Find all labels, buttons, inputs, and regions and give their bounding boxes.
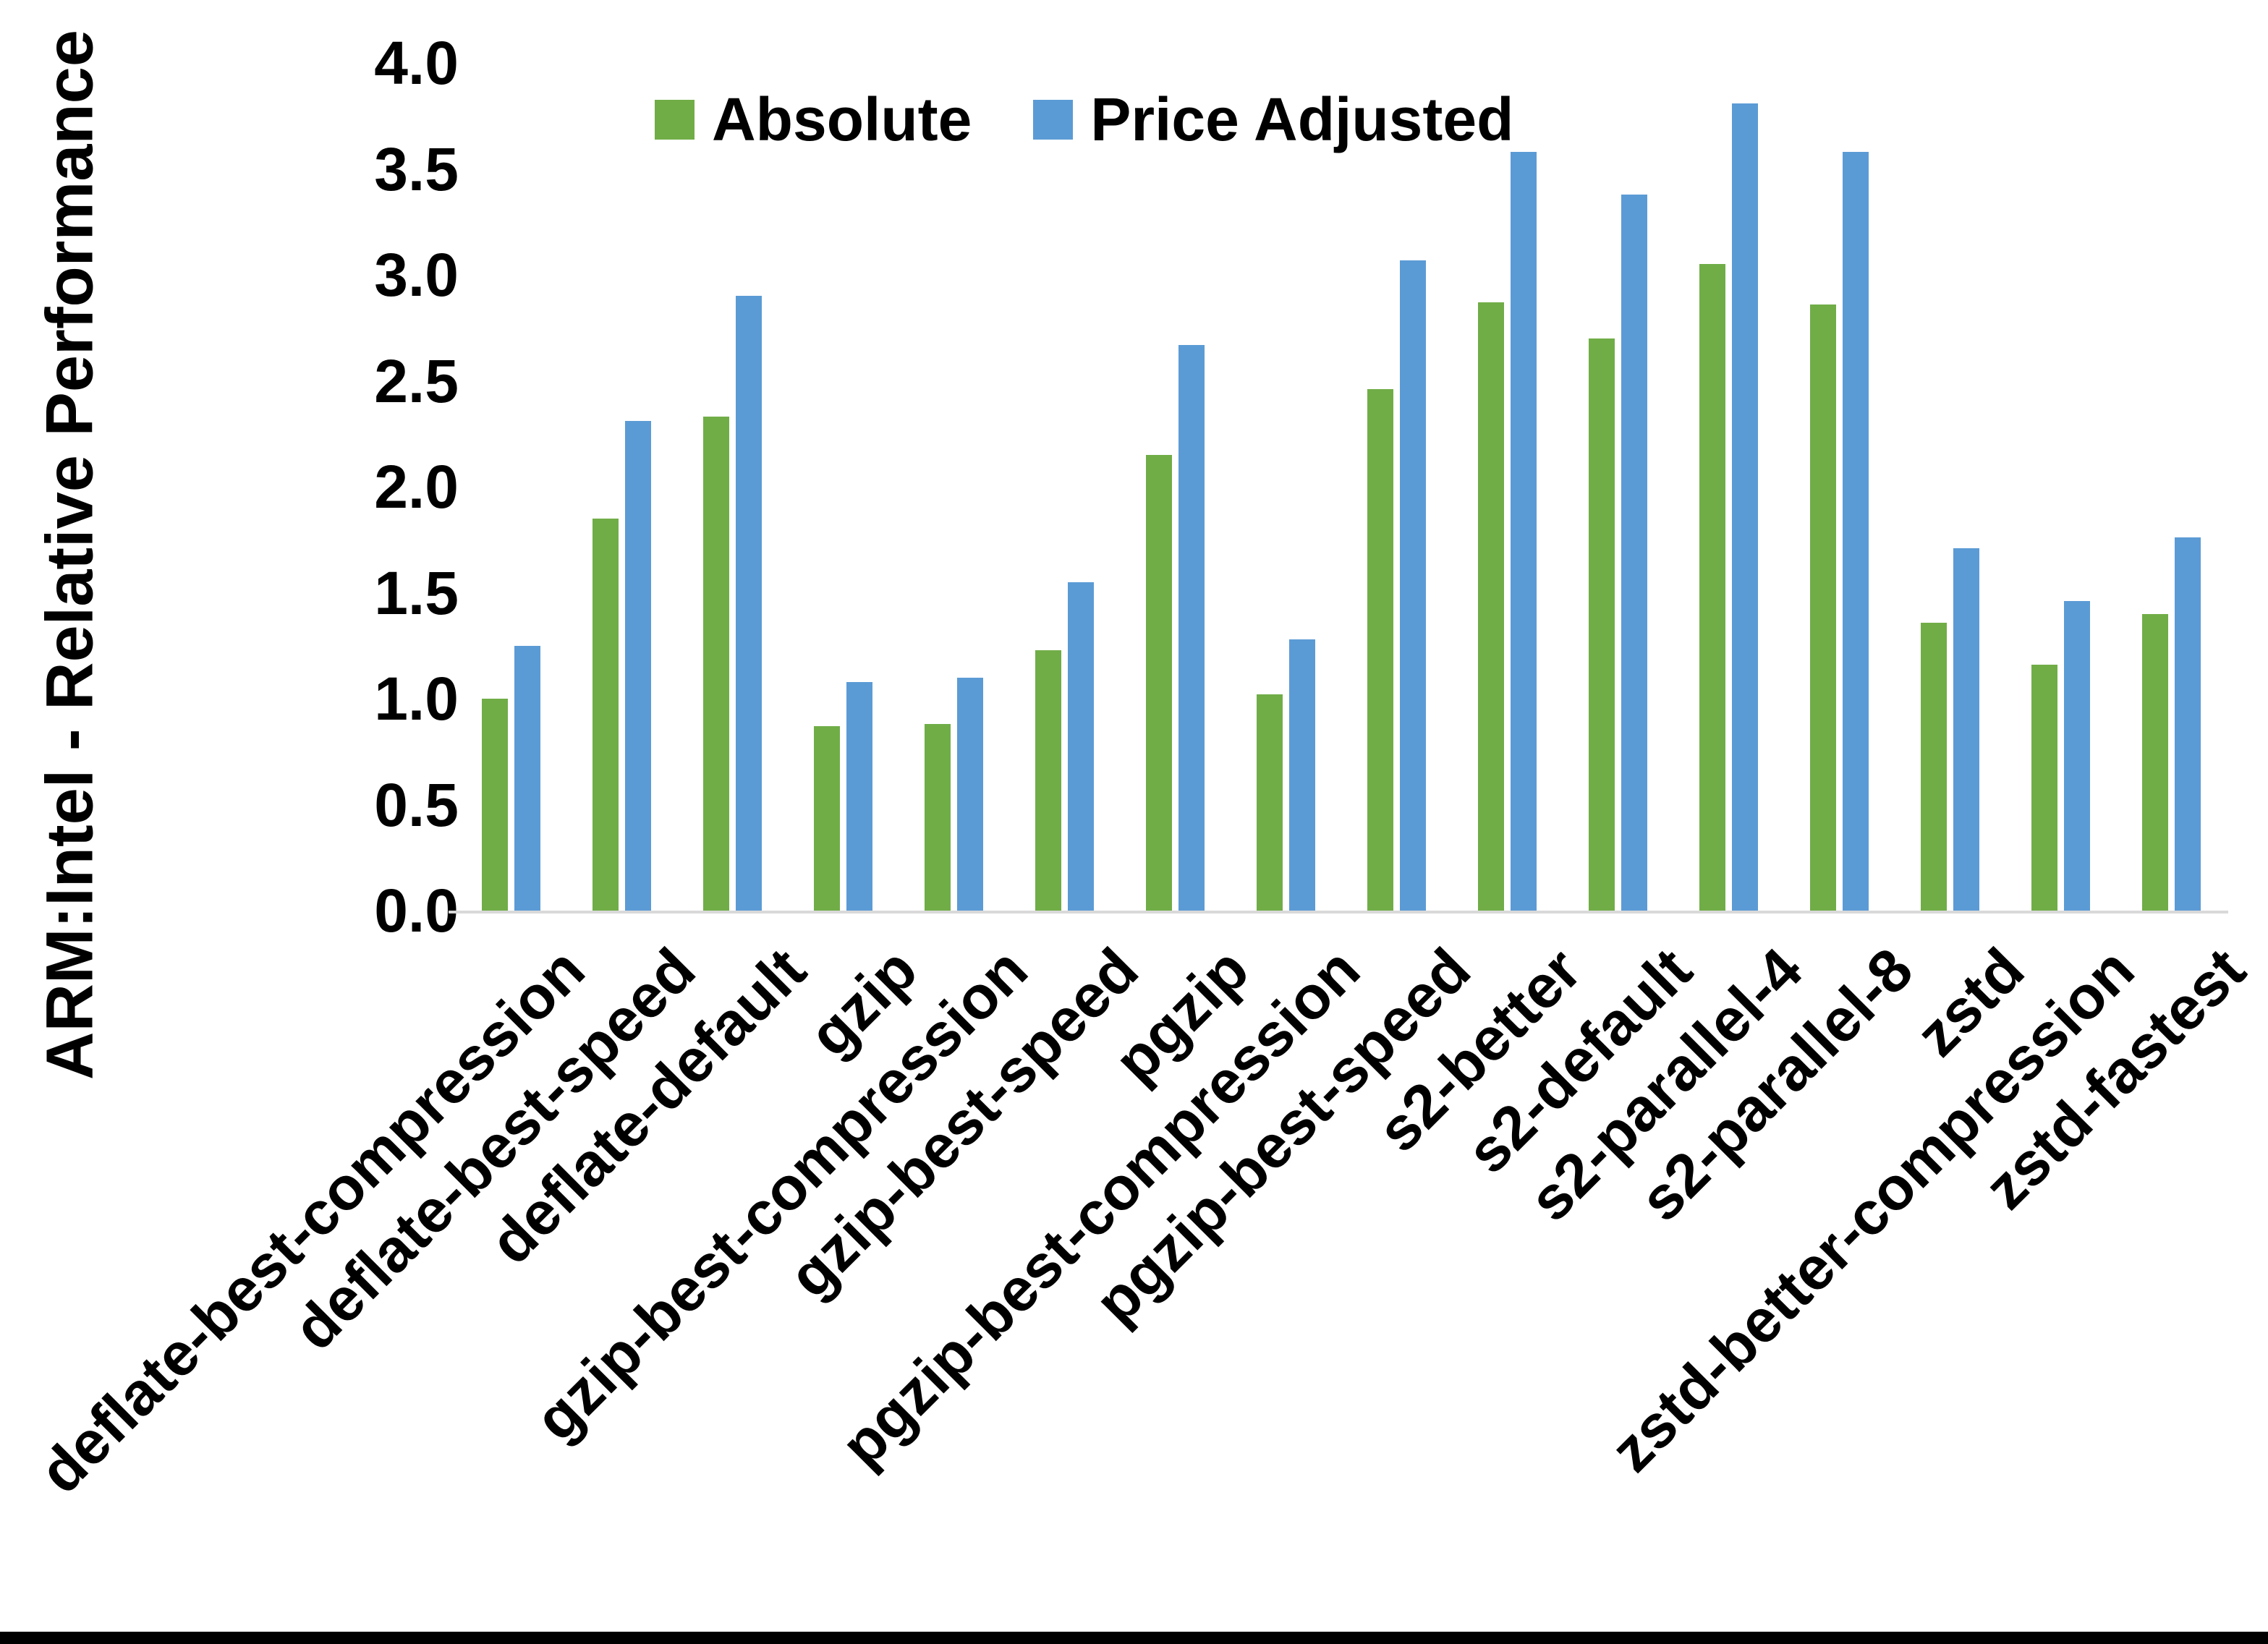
bar-price-adjusted-deflate-default bbox=[736, 296, 762, 911]
legend: Absolute Price Adjusted bbox=[655, 85, 1513, 155]
y-tick-label: 1.5 bbox=[374, 558, 459, 627]
legend-label: Price Adjusted bbox=[1090, 85, 1514, 153]
bar-price-adjusted-deflate-best-speed bbox=[625, 421, 651, 911]
legend-item-absolute: Absolute bbox=[655, 85, 972, 155]
bar-price-adjusted-gzip bbox=[846, 681, 872, 911]
legend-swatch-icon bbox=[655, 100, 695, 140]
bar-price-adjusted-pgzip-best-compression bbox=[1289, 639, 1315, 911]
bar-price-adjusted-gzip-best-speed bbox=[1068, 582, 1094, 911]
y-tick-label: 3.0 bbox=[374, 241, 459, 309]
bottom-border-bar bbox=[0, 1632, 2268, 1644]
bar-absolute-s2-default bbox=[1589, 338, 1615, 911]
bar-price-adjusted-zstd-fastest bbox=[2175, 537, 2201, 911]
y-axis-title: ARM:Intel - Relative Performance bbox=[33, 30, 107, 1080]
y-tick-label: 0.5 bbox=[374, 770, 459, 839]
bar-absolute-pgzip-best-speed bbox=[1367, 389, 1393, 911]
y-tick-label: 1.0 bbox=[374, 665, 459, 733]
bar-price-adjusted-s2-parallel-4 bbox=[1732, 103, 1758, 911]
x-axis-line bbox=[449, 911, 2228, 913]
bar-price-adjusted-gzip-best-compression bbox=[957, 677, 983, 911]
y-tick-label: 4.0 bbox=[374, 29, 459, 97]
bar-absolute-zstd-fastest bbox=[2142, 613, 2168, 911]
bar-absolute-s2-better bbox=[1478, 302, 1504, 911]
bar-price-adjusted-pgzip bbox=[1178, 344, 1205, 911]
y-tick-label: 0.0 bbox=[374, 877, 459, 945]
legend-label: Absolute bbox=[712, 85, 972, 153]
bar-absolute-s2-parallel-8 bbox=[1810, 304, 1836, 911]
bar-absolute-pgzip bbox=[1146, 455, 1172, 911]
bar-price-adjusted-s2-default bbox=[1621, 194, 1647, 911]
bar-absolute-zstd-better-compression bbox=[2031, 665, 2057, 911]
bar-absolute-zstd bbox=[1921, 622, 1947, 911]
bar-absolute-s2-parallel-4 bbox=[1699, 264, 1725, 911]
bar-absolute-deflate-default bbox=[703, 417, 729, 911]
bar-price-adjusted-zstd bbox=[1953, 548, 1979, 911]
y-tick-label: 3.5 bbox=[374, 135, 459, 203]
bar-price-adjusted-pgzip-best-speed bbox=[1400, 260, 1426, 911]
bar-absolute-gzip-best-compression bbox=[925, 724, 951, 911]
bar-price-adjusted-zstd-better-compression bbox=[2064, 601, 2090, 911]
y-tick-label: 2.5 bbox=[374, 346, 459, 415]
y-tick-label: 2.0 bbox=[374, 453, 459, 521]
bar-absolute-deflate-best-compression bbox=[482, 699, 508, 911]
bar-absolute-gzip-best-speed bbox=[1035, 649, 1061, 911]
bar-absolute-gzip bbox=[814, 726, 840, 911]
bar-absolute-pgzip-best-compression bbox=[1257, 694, 1283, 911]
legend-item-price-adjusted: Price Adjusted bbox=[1033, 85, 1513, 155]
bar-price-adjusted-deflate-best-compression bbox=[514, 645, 540, 911]
plot-area bbox=[456, 63, 2227, 911]
bar-absolute-deflate-best-speed bbox=[593, 518, 619, 911]
legend-swatch-icon bbox=[1033, 100, 1074, 140]
bar-price-adjusted-s2-parallel-8 bbox=[1843, 152, 1869, 911]
bar-price-adjusted-s2-better bbox=[1511, 152, 1537, 911]
